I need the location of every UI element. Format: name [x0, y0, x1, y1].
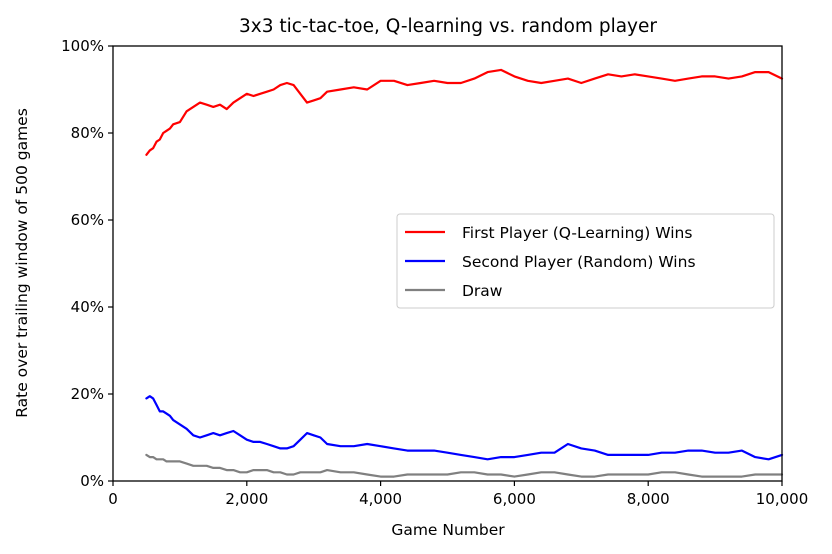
plot-frame — [112, 45, 783, 482]
series-line-0 — [145, 68, 784, 156]
series-layer — [145, 68, 784, 478]
x-tick-label: 10,000 — [756, 490, 809, 508]
x-tick-label: 0 — [108, 490, 118, 508]
y-tick-label: 40% — [71, 298, 104, 316]
legend-label-1: Second Player (Random) Wins — [462, 253, 696, 271]
x-tick-label: 2,000 — [225, 490, 268, 508]
y-tick-label: 20% — [71, 385, 104, 403]
y-tick-label: 100% — [61, 37, 104, 55]
series-line-1 — [145, 395, 784, 461]
legend-label-2: Draw — [462, 282, 503, 300]
x-tick-label: 6,000 — [493, 490, 536, 508]
chart-title: 3x3 tic-tac-toe, Q-learning vs. random p… — [239, 16, 657, 37]
y-axis-label: Rate over trailing window of 500 games — [13, 108, 31, 418]
x-tick-label: 8,000 — [627, 490, 670, 508]
series-line-2 — [145, 453, 784, 478]
x-axis: 0 2,000 4,000 6,000 8,000 10,000 — [108, 481, 808, 508]
y-tick-label: 0% — [80, 472, 104, 490]
y-tick-label: 60% — [71, 211, 104, 229]
legend-box — [396, 213, 775, 309]
y-tick-label: 80% — [71, 124, 104, 142]
y-axis: 0% 20% 40% 60% 80% 100% — [61, 37, 113, 490]
legend-label-0: First Player (Q-Learning) Wins — [462, 224, 692, 242]
x-axis-label: Game Number — [391, 521, 505, 539]
x-tick-label: 4,000 — [359, 490, 402, 508]
legend: First Player (Q-Learning) Wins Second Pla… — [396, 213, 775, 309]
